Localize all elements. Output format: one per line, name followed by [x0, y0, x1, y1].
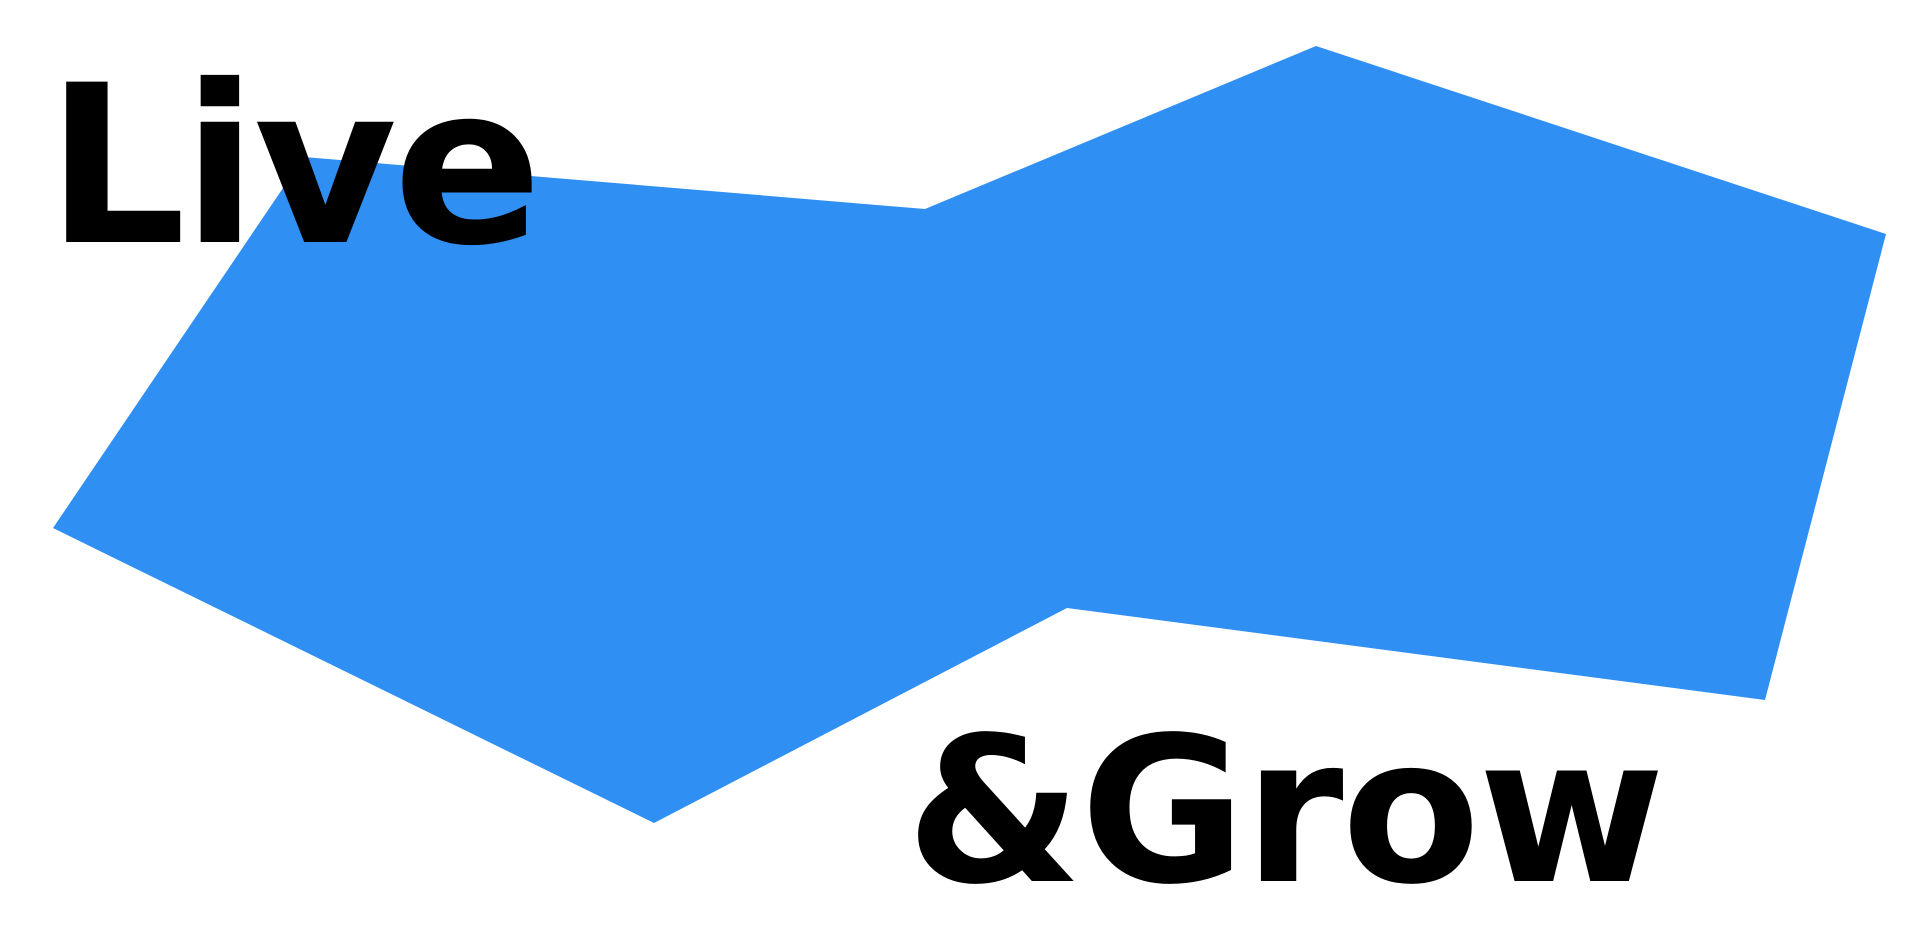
headline-live: Live	[46, 38, 542, 294]
headline-grow: &Grow	[906, 693, 1665, 929]
blue-polygon	[53, 46, 1886, 823]
